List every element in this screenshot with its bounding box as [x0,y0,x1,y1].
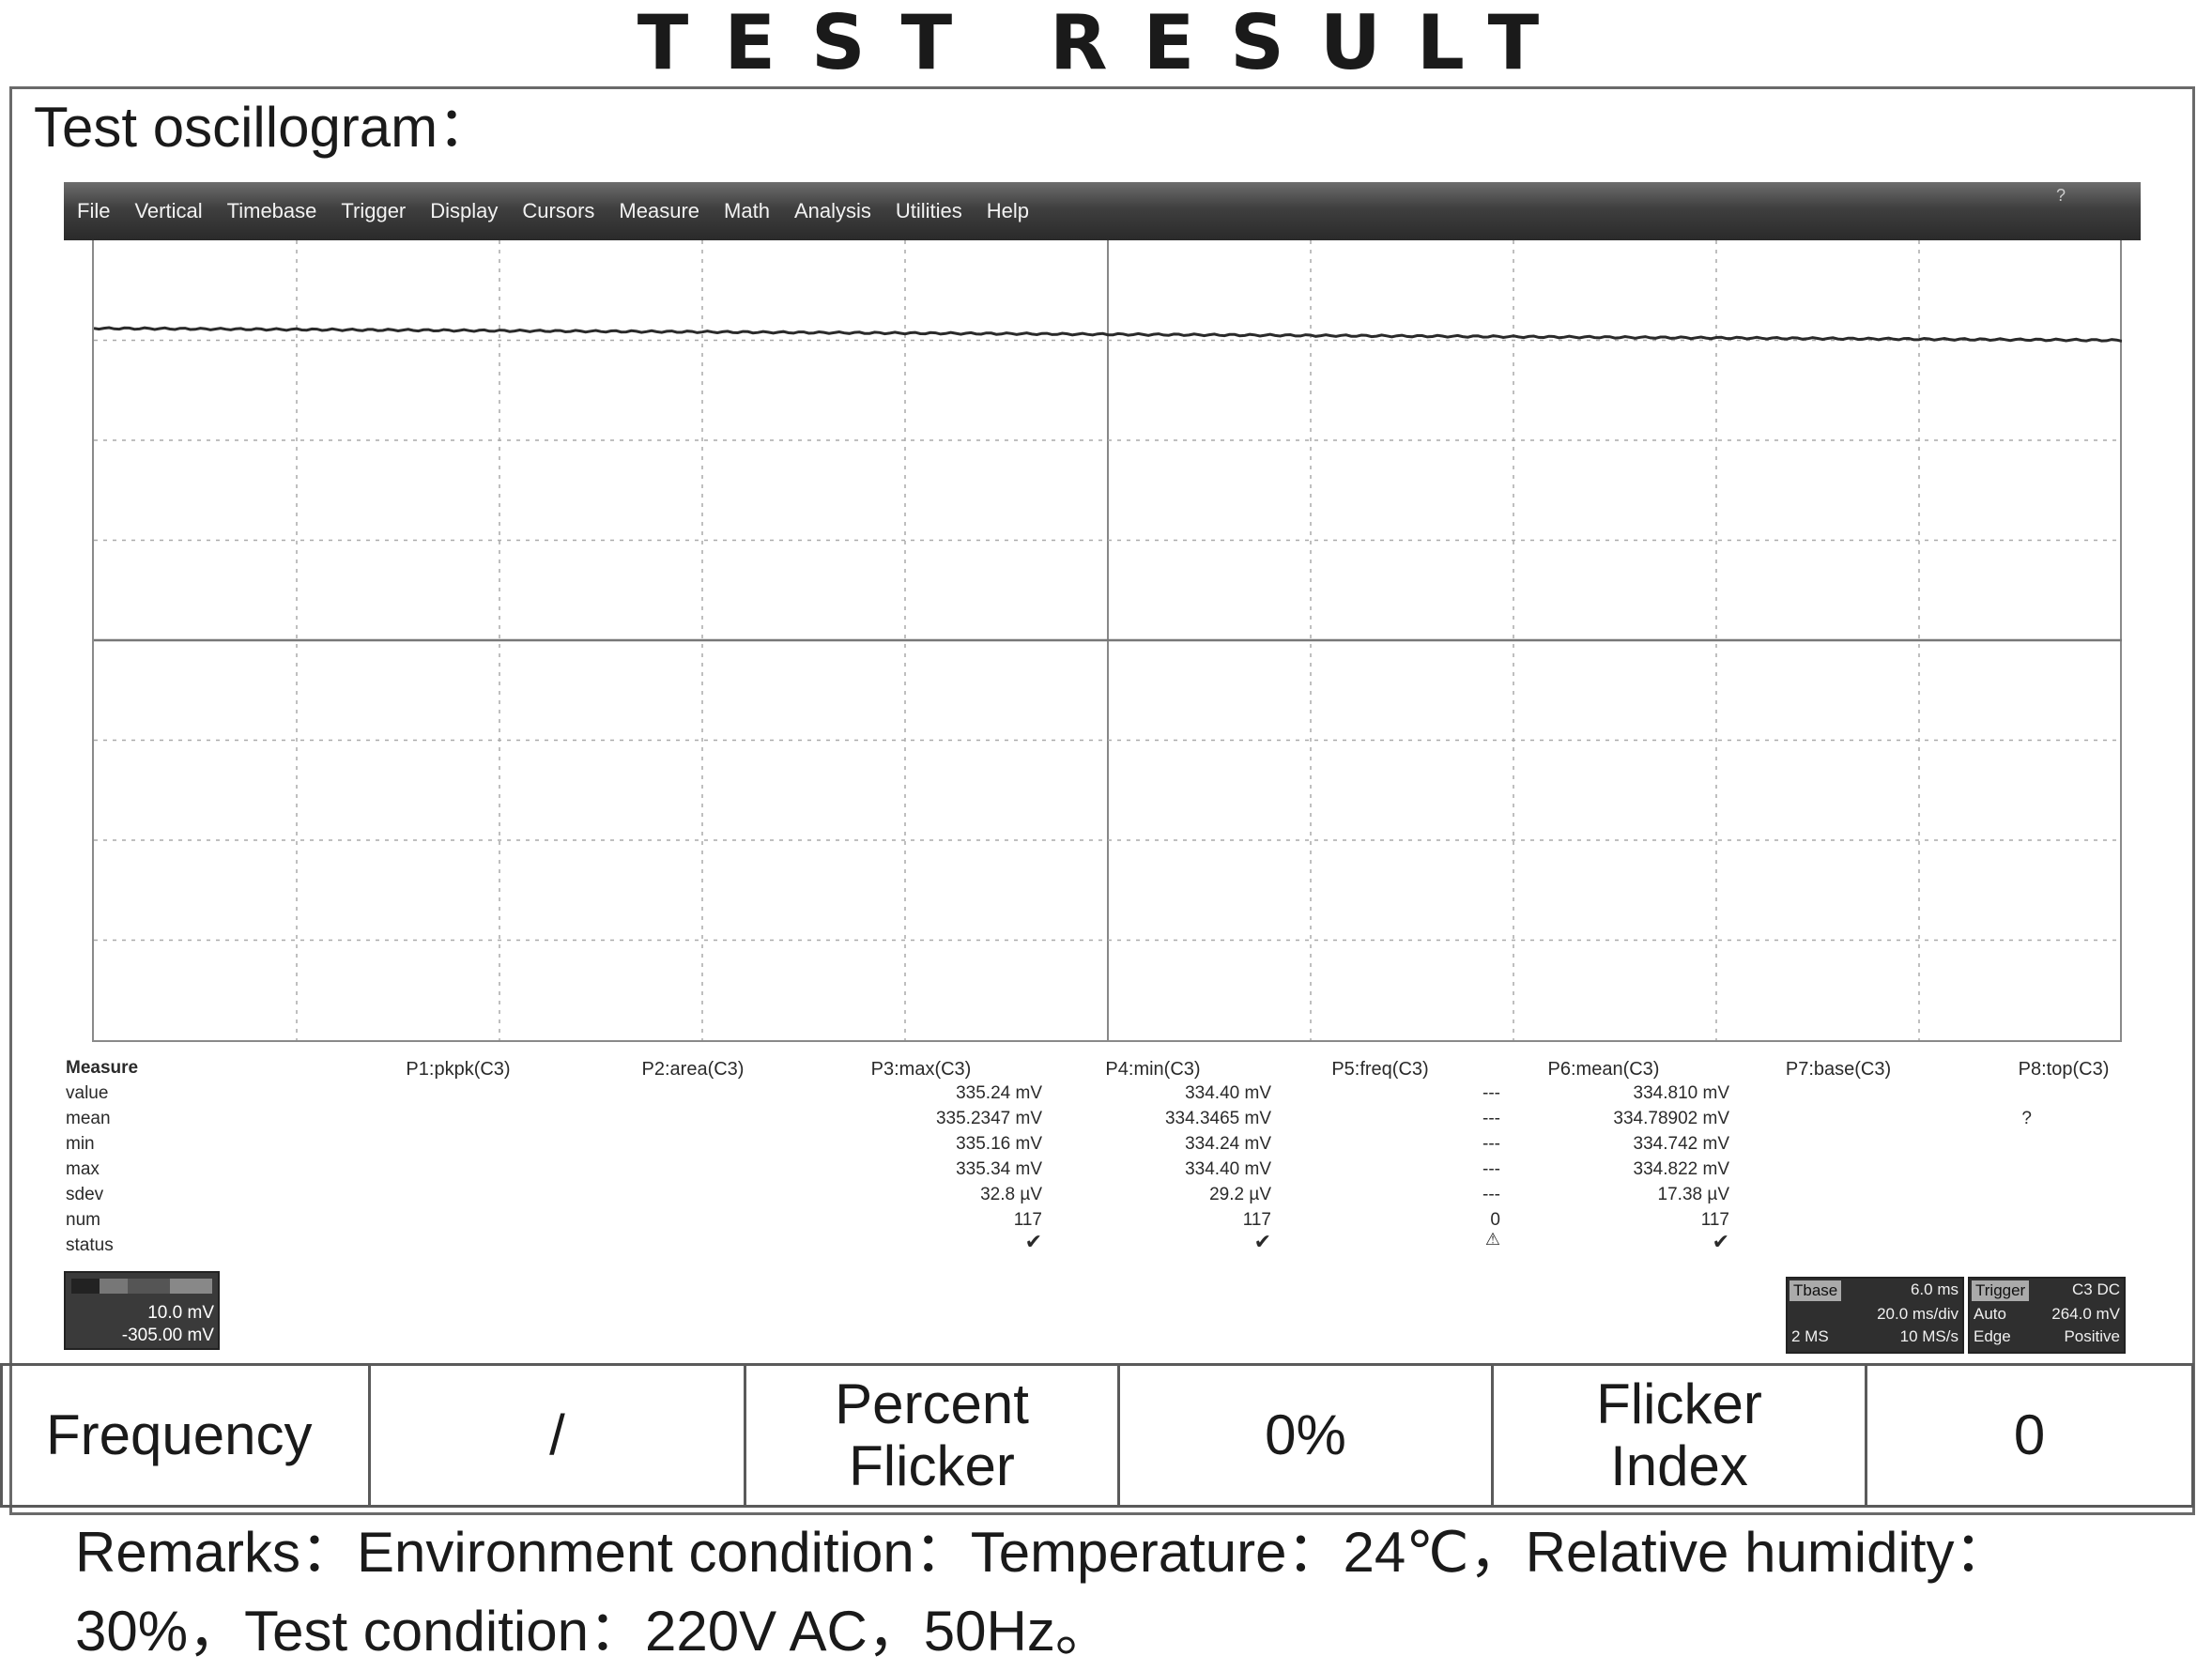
p3-status-check-icon: ✔ [1024,1230,1042,1253]
measure-p1-header[interactable]: P1:pkpk(C3) [406,1059,511,1080]
waveform-plot [92,240,2122,1042]
p3-mean: 335.2347 mV [935,1109,1042,1128]
p3-value: 335.24 mV [956,1083,1042,1103]
measure-label-num: num [66,1210,100,1230]
measure-label-sdev: sdev [66,1185,104,1204]
trigger-mode: Auto [1974,1305,2006,1323]
p5-min: --- [1482,1134,1500,1154]
timebase-samples: 2 MS [1791,1327,1829,1345]
trigger-coupling: C3 DC [2071,1280,2120,1298]
channel-color-bar [71,1279,212,1294]
p4-min: 334.24 mV [1185,1134,1271,1154]
frequency-value: / [368,1363,746,1508]
p4-num: 117 [1242,1210,1271,1230]
p3-sdev: 32.8 µV [980,1185,1042,1204]
menu-math[interactable]: Math [724,199,770,222]
menu-timebase[interactable]: Timebase [226,199,317,222]
page-title: TEST RESULT [637,0,1575,86]
timebase-descriptor[interactable]: Tbase 6.0 ms 20.0 ms/div 2 MS 10 MS/s [1786,1277,1964,1354]
measure-p5-header[interactable]: P5:freq(C3) [1331,1059,1429,1080]
flicker-index-label-text: Flicker Index [1596,1372,1762,1497]
p4-status-check-icon: ✔ [1253,1230,1271,1253]
flicker-index-value: 0 [1865,1363,2194,1508]
measure-p3-header[interactable]: P3:max(C3) [870,1059,972,1080]
measure-label-min: min [66,1134,95,1154]
menu-help[interactable]: Help [986,199,1030,222]
menu-analysis[interactable]: Analysis [793,199,871,222]
p5-sdev: --- [1482,1185,1500,1204]
p4-max: 334.40 mV [1185,1159,1271,1179]
trigger-level: 264.0 mV [2051,1305,2120,1323]
waveform-grid [94,240,2122,1040]
measure-label-value: value [66,1083,109,1103]
report-frame [9,86,2195,1515]
p3-min: 335.16 mV [956,1134,1042,1154]
p5-mean: --- [1482,1109,1500,1128]
frequency-label: Frequency [0,1363,371,1508]
p8-mean: ? [2021,1109,2032,1128]
flicker-index-label: Flicker Index [1491,1363,1867,1508]
result-row: Frequency / Percent Flicker 0% Flicker I… [0,1363,2194,1508]
trigger-slope: Positive [2064,1327,2120,1345]
menu-help-corner-icon[interactable]: ? [2055,186,2066,205]
measure-label-mean: mean [66,1109,111,1128]
channel-scale: 10.0 mV [147,1303,214,1323]
trigger-descriptor[interactable]: Trigger C3 DC Auto 264.0 mV Edge Positiv… [1968,1277,2126,1354]
menu-display[interactable]: Display [430,199,499,222]
waveform-trace [94,326,2122,343]
measure-p2-header[interactable]: P2:area(C3) [641,1059,745,1080]
menu-measure[interactable]: Measure [619,199,700,222]
scope-menubar: File Vertical Timebase Trigger Display C… [64,182,2141,240]
p4-sdev: 29.2 µV [1209,1185,1271,1204]
section-label: Test oscillogram： [34,96,495,159]
p5-status-warning-icon: ⚠ [1484,1230,1500,1249]
timebase-rate: 10 MS/s [1899,1327,1959,1345]
percent-flicker-label-text: Percent Flicker [835,1372,1029,1497]
menu-file[interactable]: File [77,199,111,222]
p6-max: 334.822 mV [1633,1159,1729,1179]
p5-value: --- [1482,1083,1500,1103]
menu-trigger[interactable]: Trigger [341,199,407,222]
trigger-type: Edge [1974,1327,2011,1345]
channel-offset: -305.00 mV [121,1326,214,1345]
measure-panel: Measure value mean min max sdev num stat… [64,1042,2141,1356]
result-table: Frequency / Percent Flicker 0% Flicker I… [0,1363,2194,1508]
menu-utilities[interactable]: Utilities [895,199,962,222]
trigger-header: Trigger [1972,1280,2030,1301]
measure-p6-header[interactable]: P6:mean(C3) [1547,1059,1660,1080]
oscilloscope-screenshot: File Vertical Timebase Trigger Display C… [64,182,2141,1356]
measure-label-max: max [66,1159,100,1179]
p6-min: 334.742 mV [1633,1134,1729,1154]
p3-num: 117 [1013,1210,1042,1230]
timebase-per-div: 20.0 ms/div [1877,1305,1959,1323]
measure-label-heading: Measure [66,1058,139,1078]
measure-p4-header[interactable]: P4:min(C3) [1105,1059,1201,1080]
measure-p8-header[interactable]: P8:top(C3) [2018,1059,2110,1080]
p6-value: 334.810 mV [1633,1083,1729,1103]
menu-vertical[interactable]: Vertical [134,199,203,222]
p4-mean: 334.3465 mV [1164,1109,1271,1128]
measure-label-status: status [66,1235,114,1255]
p4-value: 334.40 mV [1185,1083,1271,1103]
p5-num: 0 [1490,1210,1500,1230]
remarks: Remarks：Environment condition：Temperatur… [75,1521,2011,1663]
p6-num: 117 [1700,1210,1729,1230]
menu-cursors[interactable]: Cursors [522,199,595,222]
percent-flicker-value: 0% [1117,1363,1494,1508]
timebase-delay: 6.0 ms [1910,1280,1959,1298]
p3-max: 335.34 mV [956,1159,1042,1179]
p6-status-check-icon: ✔ [1712,1230,1729,1253]
p6-mean: 334.78902 mV [1613,1109,1729,1128]
channel-c3-descriptor[interactable]: 10.0 mV -305.00 mV [64,1271,220,1350]
measure-p7-header[interactable]: P7:base(C3) [1785,1059,1892,1080]
p6-sdev: 17.38 µV [1657,1185,1729,1204]
percent-flicker-label: Percent Flicker [744,1363,1120,1508]
p5-max: --- [1482,1159,1500,1179]
timebase-header: Tbase [1790,1280,1842,1301]
